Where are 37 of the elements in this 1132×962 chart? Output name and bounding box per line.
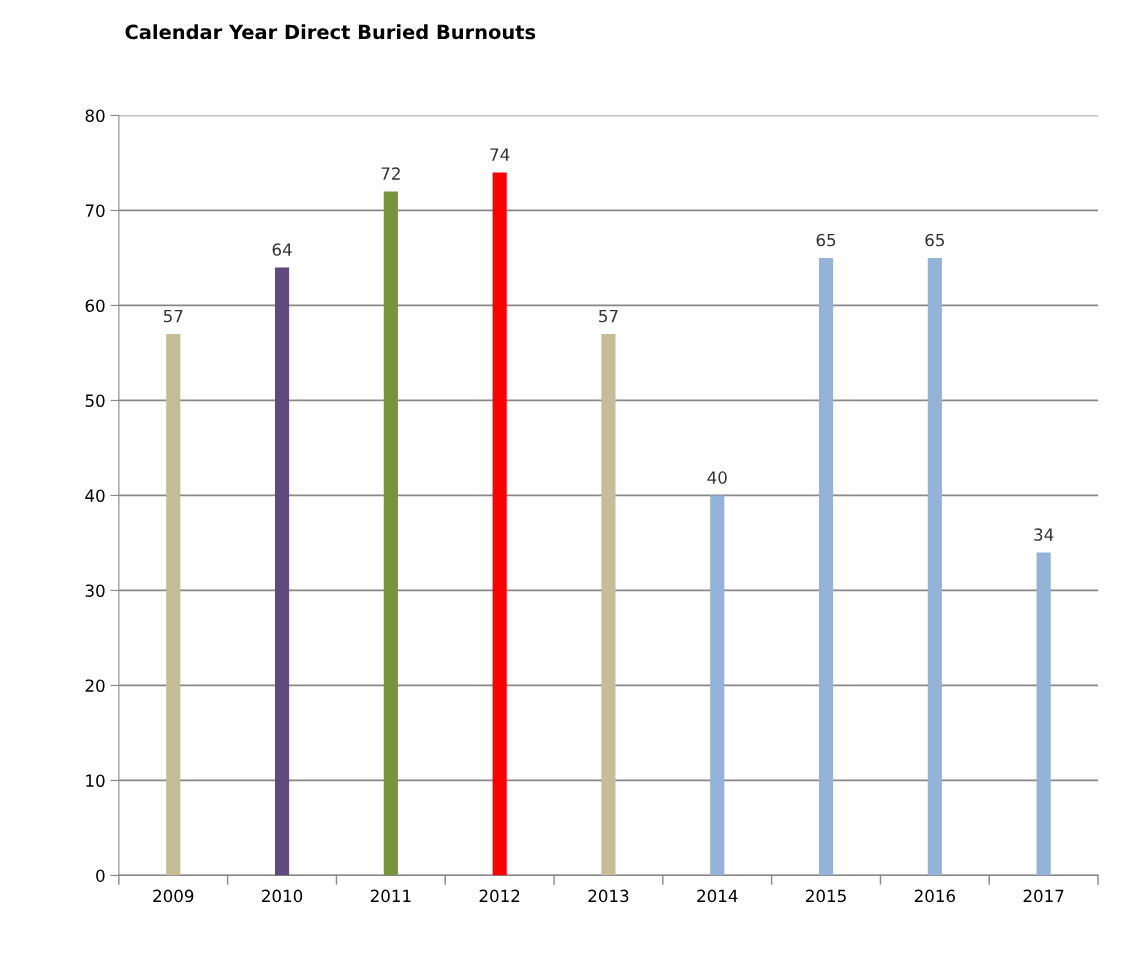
x-tick-label: 2009 [153,889,194,903]
y-tick-label: 60 [85,299,105,312]
bar [383,191,398,876]
y-tick-label: 20 [85,679,105,692]
bar [166,333,181,876]
x-tick-label: 2014 [697,889,738,903]
x-tick-label: 2012 [479,889,520,903]
data-label: 57 [163,309,183,323]
x-tick-label: 2016 [914,889,955,903]
y-tick-label: 80 [85,109,105,123]
data-label: 65 [925,233,944,247]
data-label: 74 [490,148,510,161]
bar [601,333,616,876]
data-label: 64 [272,243,292,256]
bar [492,172,507,876]
y-tick-label: 10 [86,774,105,787]
bar [1036,552,1051,876]
y-tick-label: 0 [96,869,105,882]
data-label: 65 [816,233,836,247]
x-tick-label: 2013 [588,889,629,903]
y-tick-label: 40 [85,489,105,502]
data-label: 57 [599,309,618,323]
chart-title: Calendar Year Direct Buried Burnouts [125,24,536,40]
x-tick-label: 2010 [262,889,303,903]
x-tick-label: 2015 [806,889,846,903]
bar [818,257,834,876]
data-label: 40 [707,471,727,484]
bar [927,257,942,876]
data-label: 72 [381,167,400,180]
bar [710,495,725,876]
y-tick-label: 30 [85,584,105,597]
x-tick-label: 2017 [1023,889,1064,903]
y-tick-label: 50 [85,394,105,407]
x-tick-label: 2011 [370,889,411,903]
data-label: 34 [1034,528,1054,541]
bar [274,267,290,876]
y-tick-label: 70 [85,204,105,218]
